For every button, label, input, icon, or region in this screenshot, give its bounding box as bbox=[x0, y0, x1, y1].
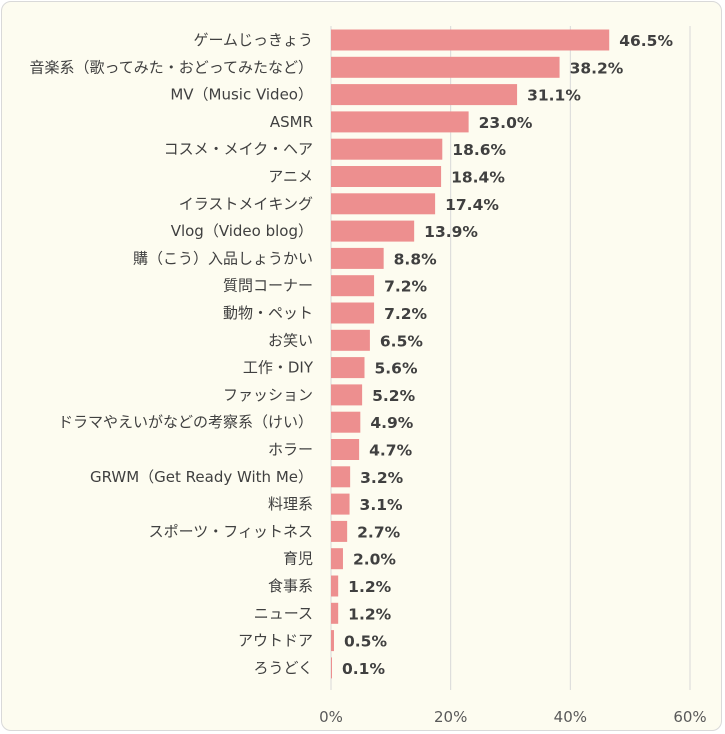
data-label: 38.2% bbox=[570, 59, 624, 77]
data-label: 7.2% bbox=[384, 305, 427, 323]
category-label: ドラマやえいがなどの考察系（けい） bbox=[58, 413, 313, 431]
bar bbox=[331, 384, 363, 406]
category-label: アウトドア bbox=[238, 632, 313, 650]
x-axis: 0% 20% 40% 60% bbox=[319, 708, 707, 726]
bar bbox=[331, 56, 560, 78]
category-label: ファッション bbox=[223, 386, 313, 404]
category-label: アニメ bbox=[268, 168, 313, 186]
x-tick-label: 20% bbox=[434, 708, 467, 726]
bar bbox=[331, 466, 351, 488]
data-label: 23.0% bbox=[479, 114, 533, 132]
bars bbox=[331, 29, 610, 679]
data-label: 4.9% bbox=[370, 414, 413, 432]
category-label: 工作・DIY bbox=[243, 359, 314, 377]
category-label: Vlog（Video blog） bbox=[171, 222, 313, 240]
category-label: MV（Music Video） bbox=[170, 86, 313, 104]
data-label: 0.1% bbox=[342, 660, 385, 678]
bar bbox=[331, 138, 443, 160]
data-label: 13.9% bbox=[424, 223, 478, 241]
labels: ゲームじっきょう 46.5% 音楽系（歌ってみた・おどってみたなど） 38.2% MV（… bbox=[29, 31, 673, 678]
bar bbox=[331, 657, 332, 679]
data-label: 1.2% bbox=[348, 578, 391, 596]
category-label: 育児 bbox=[283, 550, 313, 568]
category-label: ホラー bbox=[268, 441, 313, 459]
bar bbox=[331, 111, 469, 133]
bar bbox=[331, 575, 339, 597]
category-label: コスメ・メイク・ヘア bbox=[164, 140, 313, 158]
data-label: 2.0% bbox=[353, 551, 396, 569]
bar bbox=[331, 193, 436, 215]
data-label: 8.8% bbox=[394, 250, 437, 268]
category-label: ろうどく bbox=[253, 659, 313, 677]
data-label: 3.1% bbox=[360, 496, 403, 514]
category-label: ニュース bbox=[254, 604, 313, 622]
bar bbox=[331, 357, 365, 379]
data-label: 0.5% bbox=[344, 633, 387, 651]
bar bbox=[331, 166, 442, 187]
category-label: 音楽系（歌ってみた・おどってみたなど） bbox=[29, 58, 313, 76]
category-label: 食事系 bbox=[268, 577, 313, 595]
category-label: 動物・ペット bbox=[223, 304, 313, 322]
bar bbox=[331, 84, 518, 106]
data-label: 17.4% bbox=[445, 196, 499, 214]
x-tick-label: 0% bbox=[319, 708, 343, 726]
category-label: 購（こう）入品しょうかい bbox=[133, 249, 313, 267]
bar bbox=[331, 247, 384, 269]
data-label: 31.1% bbox=[527, 87, 581, 105]
data-label: 46.5% bbox=[619, 32, 673, 50]
data-label: 18.6% bbox=[452, 141, 506, 159]
data-label: 5.2% bbox=[372, 387, 415, 405]
category-label: 料理系 bbox=[268, 495, 313, 513]
data-label: 18.4% bbox=[451, 169, 505, 187]
category-label: イラストメイキング bbox=[179, 195, 313, 213]
category-label: 質問コーナー bbox=[223, 277, 313, 295]
bar bbox=[331, 302, 375, 324]
category-label: お笑い bbox=[268, 331, 313, 349]
bar bbox=[331, 275, 375, 297]
category-label: スポーツ・フィットネス bbox=[149, 522, 313, 540]
bar bbox=[331, 411, 361, 433]
data-label: 6.5% bbox=[380, 332, 423, 350]
bar bbox=[331, 329, 370, 351]
bar bbox=[331, 630, 334, 652]
bar bbox=[331, 439, 360, 460]
data-label: 4.7% bbox=[369, 442, 412, 460]
category-label: GRWM（Get Ready With Me） bbox=[90, 468, 313, 486]
data-label: 3.2% bbox=[360, 469, 403, 487]
bar bbox=[331, 548, 343, 570]
category-label: ゲームじっきょう bbox=[193, 31, 313, 49]
data-label: 2.7% bbox=[357, 523, 400, 541]
bar bbox=[331, 493, 350, 515]
x-tick-label: 40% bbox=[554, 708, 587, 726]
x-tick-label: 60% bbox=[673, 708, 706, 726]
bar bbox=[331, 602, 339, 624]
bar bbox=[331, 29, 610, 51]
data-label: 7.2% bbox=[384, 278, 427, 296]
data-label: 5.6% bbox=[375, 360, 418, 378]
bar bbox=[331, 520, 348, 542]
bar bbox=[331, 220, 415, 242]
category-label: ASMR bbox=[270, 113, 313, 131]
data-label: 1.2% bbox=[348, 605, 391, 623]
